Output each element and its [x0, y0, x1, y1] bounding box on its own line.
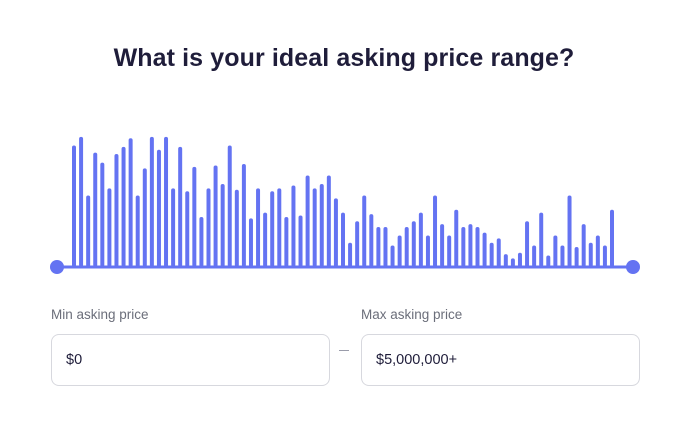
histogram-bar [348, 242, 353, 267]
max-price-input[interactable]: $5,000,000+ [361, 334, 640, 386]
histogram-bar [135, 195, 140, 267]
histogram-bar [489, 242, 494, 267]
price-histogram-slider[interactable] [50, 115, 642, 280]
histogram-bar [263, 212, 268, 267]
histogram-bar [149, 136, 154, 267]
histogram-bar [383, 226, 388, 267]
min-price-label: Min asking price [51, 307, 149, 322]
slider-max-handle[interactable] [626, 260, 640, 274]
max-price-label: Max asking price [361, 307, 463, 322]
histogram-bar [574, 246, 579, 267]
page-title: What is your ideal asking price range? [113, 44, 575, 72]
histogram-bar [560, 245, 565, 267]
histogram-bar [298, 215, 303, 267]
slider-min-handle[interactable] [50, 260, 64, 274]
histogram-bar [510, 258, 515, 267]
histogram-bar [319, 184, 324, 267]
histogram-bar [156, 149, 161, 267]
range-separator [339, 350, 349, 351]
histogram-bar [610, 209, 614, 267]
histogram-bar [227, 145, 232, 267]
histogram-bar [72, 145, 76, 267]
histogram-bar [270, 191, 275, 267]
price-histogram [50, 136, 640, 274]
histogram-bar [602, 245, 607, 267]
histogram-bar [213, 165, 218, 267]
histogram-bar [397, 235, 402, 267]
histogram-bar [553, 235, 558, 267]
histogram-bar [390, 245, 395, 267]
histogram-bar [107, 188, 112, 267]
histogram-bar [433, 195, 438, 267]
histogram-bar [532, 245, 537, 267]
histogram-bar [496, 238, 501, 267]
histogram-bar [411, 221, 416, 267]
histogram-bar [503, 254, 508, 267]
histogram-bar [241, 164, 246, 267]
histogram-bar [546, 255, 551, 267]
histogram-bar [178, 146, 183, 267]
histogram-bar [185, 191, 190, 267]
min-price-input[interactable]: $0 [51, 334, 330, 386]
histogram-bar [581, 224, 586, 267]
histogram-bar [539, 212, 544, 267]
histogram-bar [248, 218, 253, 267]
histogram-bar [284, 216, 289, 267]
histogram-bar [404, 226, 409, 267]
histogram-bar [114, 154, 119, 267]
histogram-bar [454, 209, 459, 267]
histogram-bar [461, 226, 466, 267]
histogram-bar [341, 212, 345, 267]
histogram-bar [376, 226, 381, 267]
histogram-bar [192, 166, 197, 267]
histogram-bar [256, 188, 261, 267]
histogram-bar [333, 198, 338, 267]
slider-track[interactable] [57, 265, 635, 269]
histogram-bar [305, 175, 310, 267]
histogram-bar [595, 235, 600, 267]
histogram-bar [79, 136, 84, 267]
histogram-bar [312, 188, 317, 267]
histogram-bar [525, 221, 530, 267]
histogram-bar [475, 226, 480, 267]
histogram-bar [517, 252, 522, 267]
histogram-bar [425, 235, 430, 267]
histogram-bar [369, 214, 374, 267]
histogram-bar [100, 162, 105, 267]
histogram-bar [220, 184, 225, 267]
histogram-bar [142, 168, 147, 267]
histogram-bar [418, 212, 423, 267]
histogram-bar [121, 146, 126, 267]
histogram-bar [567, 195, 572, 267]
histogram-bar [199, 216, 204, 267]
histogram-bar [234, 189, 239, 267]
histogram-bar [362, 195, 367, 267]
histogram-bar [355, 221, 360, 267]
histogram-bar [277, 188, 282, 267]
histogram-bar [128, 138, 133, 267]
histogram-bar [93, 152, 98, 267]
histogram-bar [588, 242, 593, 267]
histogram-bar [468, 224, 473, 267]
histogram-bar [86, 195, 91, 267]
histogram-bar [326, 175, 331, 267]
histogram-bar [440, 224, 445, 267]
histogram-bar [447, 235, 452, 267]
histogram-bar [164, 136, 169, 267]
histogram-bar [482, 232, 487, 267]
histogram-bar [291, 185, 296, 267]
histogram-bar [171, 188, 176, 267]
histogram-bar [206, 188, 211, 267]
